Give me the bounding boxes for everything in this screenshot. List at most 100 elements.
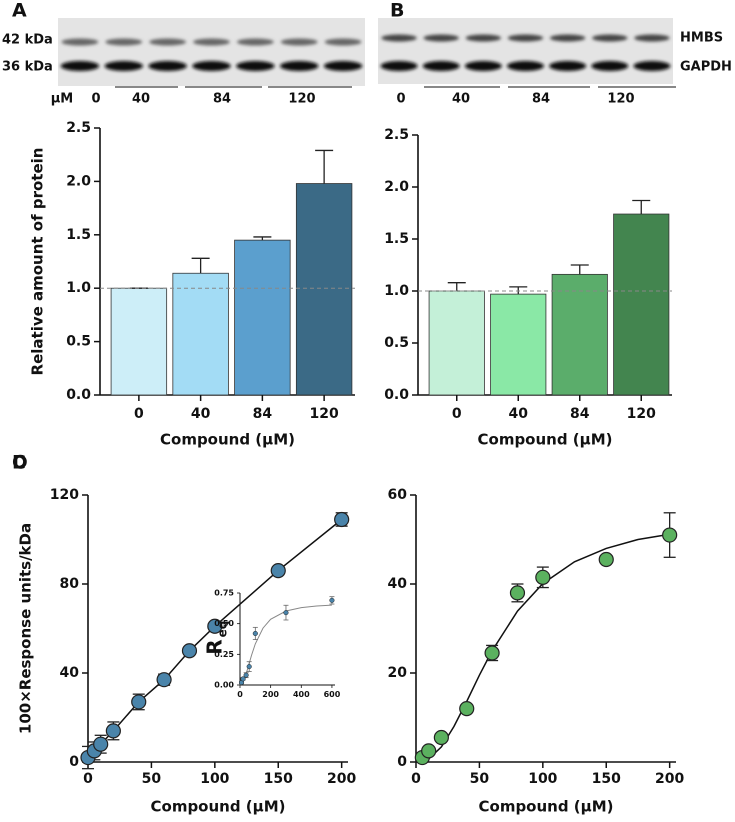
error-bar bbox=[253, 236, 272, 241]
blot-band bbox=[633, 61, 671, 71]
data-point bbox=[252, 630, 258, 637]
y-tick-label: 40 bbox=[388, 576, 408, 592]
data-point bbox=[246, 664, 252, 670]
data-point bbox=[433, 729, 449, 746]
blot-band bbox=[634, 34, 670, 42]
blot-band bbox=[423, 34, 459, 42]
data-point bbox=[421, 743, 437, 759]
x-tick-label: 120 bbox=[310, 406, 339, 422]
y-axis-label: 100×Response units/kDa bbox=[17, 523, 35, 734]
bar bbox=[295, 183, 353, 396]
y-tick-label: 120 bbox=[50, 487, 79, 503]
error-bar bbox=[632, 199, 651, 215]
blot-band bbox=[465, 34, 502, 42]
data-point bbox=[459, 700, 475, 717]
x-axis-label: Compound (µM) bbox=[151, 798, 286, 816]
x-tick-label: 0 bbox=[83, 771, 93, 787]
data-point bbox=[243, 672, 249, 678]
data-point bbox=[270, 563, 286, 579]
western-blot bbox=[378, 18, 673, 84]
data-point bbox=[535, 569, 551, 585]
data-point bbox=[207, 618, 223, 634]
x-tick-label: 0 bbox=[237, 690, 243, 699]
y-tick-label: 1.5 bbox=[384, 231, 409, 247]
x-axis-label: Compound (µM) bbox=[479, 798, 614, 816]
data-point bbox=[93, 736, 109, 752]
y-tick-label: 2.0 bbox=[66, 173, 91, 189]
blot-band bbox=[193, 38, 230, 46]
y-tick-label: 1.0 bbox=[384, 283, 409, 299]
y-tick-label: 2.0 bbox=[384, 179, 409, 195]
data-point bbox=[283, 610, 289, 616]
connecting-line bbox=[87, 518, 343, 759]
bar bbox=[234, 239, 291, 396]
error-bar bbox=[191, 257, 210, 274]
y-tick-label: 2.5 bbox=[384, 127, 409, 143]
blot-band bbox=[381, 34, 417, 42]
blot-band bbox=[148, 61, 187, 71]
x-tick-label: 40 bbox=[509, 406, 529, 422]
unit-label: µM bbox=[51, 92, 74, 107]
y-tick-label: 40 bbox=[60, 665, 80, 681]
x-tick-label: 120 bbox=[627, 406, 656, 422]
dose-label: 84 bbox=[532, 92, 550, 107]
x-tick-label: 200 bbox=[655, 771, 684, 787]
dose-label: 0 bbox=[91, 92, 100, 107]
y-tick-label: 60 bbox=[388, 487, 408, 503]
bar bbox=[428, 290, 485, 396]
x-tick-label: 200 bbox=[327, 771, 356, 787]
western-blot bbox=[58, 18, 365, 86]
x-axis-label: Compound (µM) bbox=[160, 431, 295, 449]
dose-label: 84 bbox=[213, 92, 231, 107]
x-tick-label: 600 bbox=[324, 690, 341, 699]
x-tick-label: 100 bbox=[200, 771, 229, 787]
blot-band bbox=[236, 61, 275, 71]
blot-band bbox=[280, 38, 318, 46]
blot-band bbox=[549, 34, 586, 42]
blot-band bbox=[324, 38, 362, 46]
blot-band bbox=[105, 38, 143, 46]
bar bbox=[110, 287, 168, 396]
data-point bbox=[662, 527, 678, 543]
y-tick-label: 0 bbox=[397, 754, 407, 770]
data-point bbox=[105, 723, 121, 739]
y-tick-label: 1.0 bbox=[66, 280, 91, 296]
blot-band bbox=[592, 34, 628, 42]
bar bbox=[490, 293, 547, 396]
bar bbox=[613, 213, 670, 396]
x-tick-label: 200 bbox=[262, 690, 279, 699]
error-bar bbox=[570, 264, 589, 275]
y-axis-label: Relative amount of protein bbox=[29, 148, 47, 376]
panel-letter: D bbox=[12, 452, 28, 474]
panel-letter: B bbox=[390, 0, 404, 22]
x-tick-label: 84 bbox=[570, 406, 590, 422]
blot-band bbox=[549, 61, 587, 71]
dose-label: 40 bbox=[452, 92, 470, 107]
data-point bbox=[329, 597, 335, 603]
blot-band bbox=[422, 61, 460, 71]
dose-label: 120 bbox=[607, 92, 634, 107]
y-tick-label: 1.5 bbox=[66, 227, 91, 243]
blot-background bbox=[58, 18, 365, 86]
blot-band bbox=[323, 61, 363, 71]
blot-band bbox=[279, 61, 319, 71]
y-axis-label-subscript: eq bbox=[216, 621, 230, 638]
panel-letter: A bbox=[12, 0, 27, 22]
x-tick-label: 84 bbox=[253, 406, 273, 422]
x-tick-label: 50 bbox=[142, 771, 162, 787]
blot-band bbox=[507, 34, 544, 42]
data-point bbox=[334, 511, 350, 528]
x-tick-label: 400 bbox=[293, 690, 310, 699]
y-tick-label: 0.25 bbox=[214, 650, 234, 659]
data-point bbox=[131, 694, 147, 710]
blot-band bbox=[149, 38, 187, 46]
y-tick-label: 2.5 bbox=[66, 120, 91, 136]
x-tick-label: 100 bbox=[528, 771, 557, 787]
y-tick-label: 0.5 bbox=[384, 335, 409, 351]
x-axis-label: Compound (µM) bbox=[478, 431, 613, 449]
x-tick-label: 0 bbox=[452, 406, 462, 422]
data-point bbox=[509, 585, 526, 601]
y-axis-label: R bbox=[203, 639, 227, 654]
blot-band bbox=[506, 61, 545, 71]
blot-band bbox=[236, 38, 274, 46]
